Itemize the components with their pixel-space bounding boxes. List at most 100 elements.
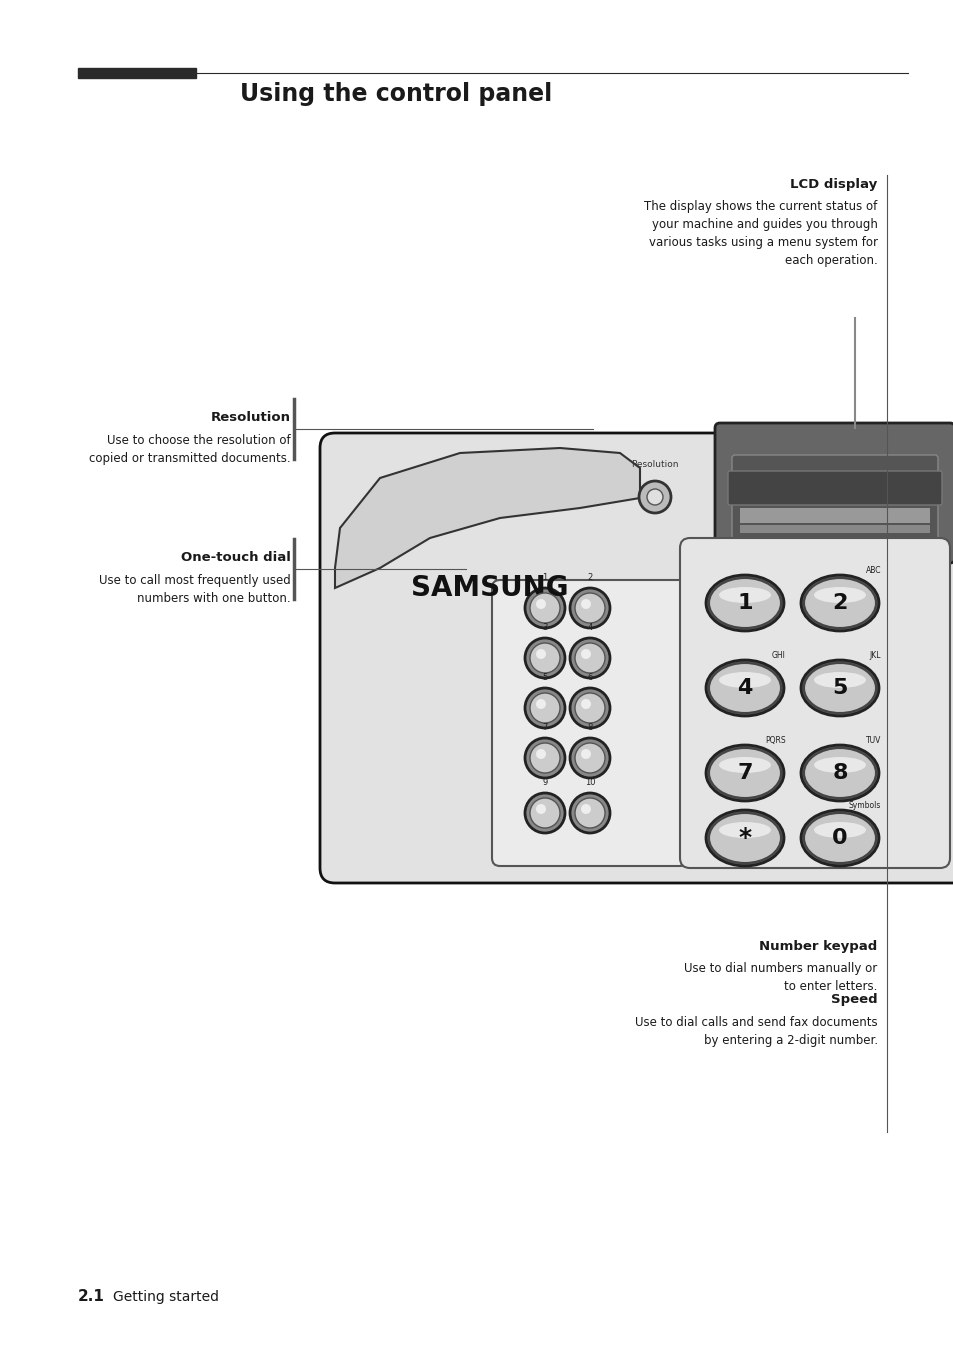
Circle shape bbox=[575, 798, 604, 828]
Circle shape bbox=[646, 489, 662, 506]
Ellipse shape bbox=[705, 745, 783, 801]
Ellipse shape bbox=[719, 758, 770, 772]
Ellipse shape bbox=[803, 578, 875, 628]
Text: 4: 4 bbox=[587, 623, 592, 632]
Text: 0: 0 bbox=[831, 828, 847, 848]
Ellipse shape bbox=[719, 673, 770, 687]
Text: Getting started: Getting started bbox=[112, 1290, 218, 1304]
Ellipse shape bbox=[801, 810, 878, 865]
FancyBboxPatch shape bbox=[727, 470, 941, 506]
Text: 8: 8 bbox=[831, 763, 847, 783]
Circle shape bbox=[524, 687, 564, 728]
Ellipse shape bbox=[803, 748, 875, 798]
Circle shape bbox=[569, 793, 609, 833]
Ellipse shape bbox=[801, 576, 878, 631]
PathPatch shape bbox=[335, 448, 639, 588]
Bar bbox=[78, 69, 195, 78]
Ellipse shape bbox=[803, 813, 875, 863]
Ellipse shape bbox=[813, 586, 865, 603]
Text: *: * bbox=[738, 826, 751, 851]
Text: 7: 7 bbox=[541, 723, 547, 732]
Circle shape bbox=[530, 798, 559, 828]
Text: The display shows the current status of
your machine and guides you through
vari: The display shows the current status of … bbox=[644, 200, 877, 267]
Circle shape bbox=[569, 588, 609, 628]
Text: 2.1: 2.1 bbox=[78, 1289, 105, 1305]
Text: 2: 2 bbox=[587, 573, 592, 582]
Circle shape bbox=[580, 803, 590, 814]
Ellipse shape bbox=[708, 663, 781, 713]
Ellipse shape bbox=[708, 748, 781, 798]
Circle shape bbox=[524, 638, 564, 678]
Text: 7: 7 bbox=[737, 763, 752, 783]
Text: 10: 10 bbox=[584, 778, 595, 787]
Ellipse shape bbox=[813, 822, 865, 838]
Circle shape bbox=[580, 749, 590, 759]
Text: ABC: ABC bbox=[864, 566, 880, 576]
Circle shape bbox=[536, 648, 545, 659]
Text: GHI: GHI bbox=[771, 651, 785, 661]
Ellipse shape bbox=[813, 673, 865, 687]
Circle shape bbox=[530, 693, 559, 723]
FancyBboxPatch shape bbox=[731, 456, 937, 541]
Bar bbox=[740, 508, 929, 523]
Text: 6: 6 bbox=[587, 673, 592, 682]
Text: TUV: TUV bbox=[864, 736, 880, 745]
Circle shape bbox=[575, 693, 604, 723]
Ellipse shape bbox=[719, 586, 770, 603]
Circle shape bbox=[580, 648, 590, 659]
Ellipse shape bbox=[813, 758, 865, 772]
FancyBboxPatch shape bbox=[714, 423, 953, 563]
Text: Use to dial numbers manually or
to enter letters.: Use to dial numbers manually or to enter… bbox=[683, 962, 877, 993]
Ellipse shape bbox=[801, 661, 878, 716]
Circle shape bbox=[639, 481, 670, 514]
Ellipse shape bbox=[708, 813, 781, 863]
Text: PQRS: PQRS bbox=[764, 736, 785, 745]
Ellipse shape bbox=[705, 810, 783, 865]
Circle shape bbox=[524, 737, 564, 778]
FancyBboxPatch shape bbox=[492, 580, 687, 865]
Text: 4: 4 bbox=[737, 678, 752, 698]
Text: 3: 3 bbox=[541, 623, 547, 632]
Ellipse shape bbox=[705, 661, 783, 716]
Text: Use to call most frequently used
numbers with one button.: Use to call most frequently used numbers… bbox=[99, 574, 291, 605]
Circle shape bbox=[569, 687, 609, 728]
FancyBboxPatch shape bbox=[679, 538, 949, 868]
Ellipse shape bbox=[708, 578, 781, 628]
Ellipse shape bbox=[801, 745, 878, 801]
Text: LCD display: LCD display bbox=[790, 178, 877, 191]
Text: Resolution: Resolution bbox=[211, 411, 291, 425]
Ellipse shape bbox=[719, 822, 770, 838]
Text: One-touch dial: One-touch dial bbox=[181, 551, 291, 565]
Circle shape bbox=[530, 743, 559, 772]
Text: 8: 8 bbox=[587, 723, 592, 732]
Text: SAMSUNG: SAMSUNG bbox=[411, 574, 568, 603]
Bar bbox=[740, 524, 929, 532]
Text: 5: 5 bbox=[831, 678, 847, 698]
Text: 9: 9 bbox=[542, 778, 547, 787]
Text: 1: 1 bbox=[737, 593, 752, 613]
Circle shape bbox=[575, 743, 604, 772]
Text: JKL: JKL bbox=[868, 651, 880, 661]
Circle shape bbox=[536, 803, 545, 814]
Circle shape bbox=[536, 749, 545, 759]
Ellipse shape bbox=[803, 663, 875, 713]
Text: Speed: Speed bbox=[830, 993, 877, 1007]
Circle shape bbox=[530, 643, 559, 673]
Text: 1: 1 bbox=[542, 573, 547, 582]
Text: Use to choose the resolution of
copied or transmitted documents.: Use to choose the resolution of copied o… bbox=[90, 434, 291, 465]
Circle shape bbox=[569, 737, 609, 778]
Text: Number keypad: Number keypad bbox=[759, 940, 877, 953]
Text: Use to dial calls and send fax documents
by entering a 2-digit number.: Use to dial calls and send fax documents… bbox=[635, 1016, 877, 1047]
FancyBboxPatch shape bbox=[319, 433, 953, 883]
Circle shape bbox=[580, 700, 590, 709]
Circle shape bbox=[575, 643, 604, 673]
Circle shape bbox=[524, 793, 564, 833]
Circle shape bbox=[536, 700, 545, 709]
Text: Resolution: Resolution bbox=[631, 460, 678, 469]
Text: Symbols: Symbols bbox=[848, 801, 880, 810]
Circle shape bbox=[575, 593, 604, 623]
Text: 2: 2 bbox=[831, 593, 847, 613]
Circle shape bbox=[580, 599, 590, 609]
Text: Using the control panel: Using the control panel bbox=[239, 82, 552, 106]
Ellipse shape bbox=[705, 576, 783, 631]
